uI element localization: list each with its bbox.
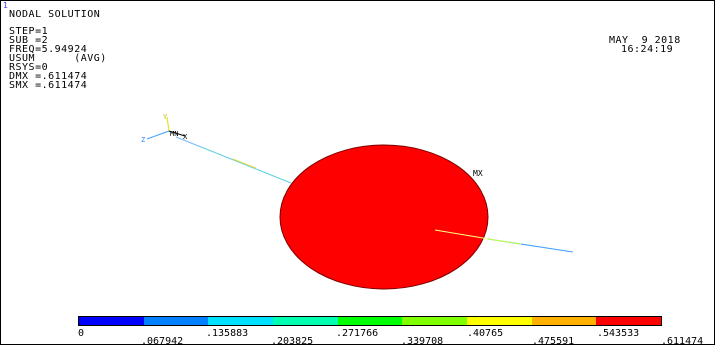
- beam-line-mid: [232, 158, 257, 169]
- step-label: STEP=1: [9, 26, 49, 37]
- max-marker: MX: [473, 169, 483, 178]
- sub-label: SUB =2: [9, 35, 49, 46]
- legend-value: .135883: [206, 328, 249, 339]
- triad-x-label: X: [183, 133, 188, 141]
- legend-value: .271766: [336, 328, 379, 339]
- smx-label: SMX =.611474: [9, 80, 88, 91]
- legend-value: .203825: [271, 336, 314, 345]
- plot-title: NODAL SOLUTION: [9, 9, 101, 20]
- legend-seg-9: [596, 317, 662, 325]
- legend-seg-3: [208, 317, 274, 325]
- legend-value: .40765: [467, 328, 504, 339]
- contour-legend-bar: [78, 316, 662, 326]
- triad-z-label: Z: [141, 136, 145, 144]
- triad-x-axis: [168, 130, 186, 137]
- dmx-label: DMX =.611474: [9, 71, 88, 82]
- legend-value: .067942: [141, 336, 184, 345]
- legend-value: 0: [78, 328, 85, 339]
- legend-seg-2: [143, 317, 209, 325]
- legend-value: .543533: [597, 328, 640, 339]
- triad-z-axis: [146, 130, 170, 140]
- time-label: 16:24:19: [621, 44, 674, 55]
- triad-y-label: Y: [163, 113, 168, 121]
- legend-seg-7: [467, 317, 532, 325]
- legend-value: .611474: [661, 336, 704, 345]
- min-marker: MN: [170, 130, 178, 138]
- freq-label: FREQ=5.94924: [9, 44, 88, 55]
- legend-seg-6: [402, 317, 468, 325]
- legend-seg-5: [337, 317, 403, 325]
- legend-value: .339708: [401, 336, 444, 345]
- disk-body: [279, 144, 489, 290]
- usum-label: USUM (AVG): [9, 53, 107, 64]
- beam-line-start: [175, 136, 202, 148]
- legend-value: .475591: [532, 336, 575, 345]
- rsys-label: RSYS=0: [9, 62, 49, 73]
- beam-line-right-mid: [487, 238, 522, 245]
- window-number: 1: [3, 1, 8, 10]
- legend-seg-4: [273, 317, 338, 325]
- legend-seg-8: [531, 317, 597, 325]
- triad-y-axis: [166, 116, 170, 132]
- date-label: MAY 9 2018: [609, 35, 681, 46]
- legend-seg-1: [79, 317, 144, 325]
